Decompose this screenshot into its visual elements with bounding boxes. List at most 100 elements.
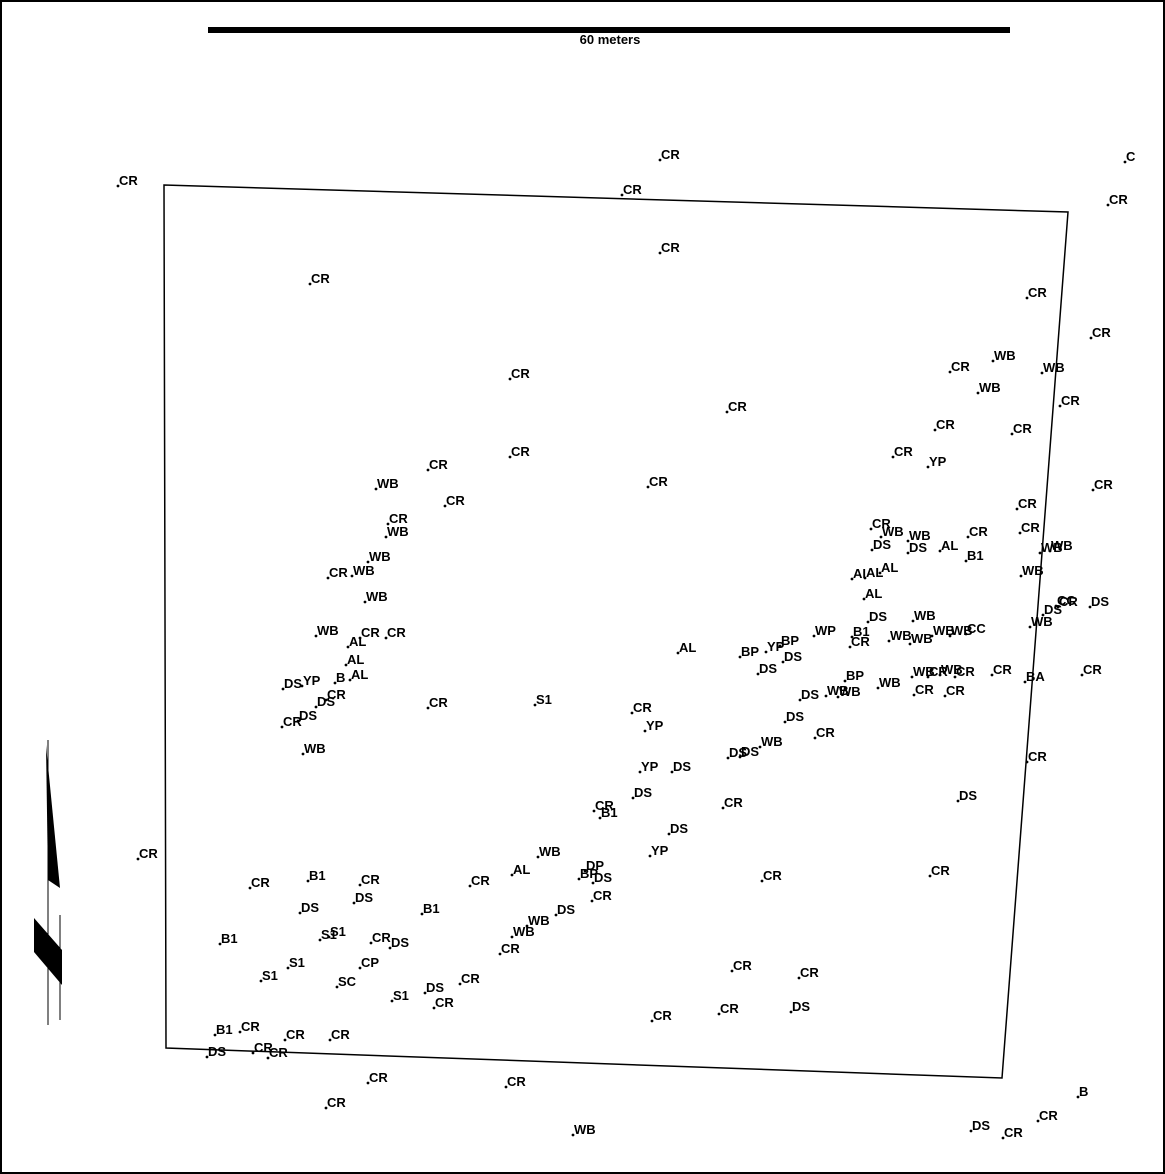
tree-species-label: S1 [262,968,278,983]
tree-stem-point [508,455,512,459]
tree-stem-point [969,1129,973,1133]
tree-species-label: WB [1043,360,1065,375]
tree-marker: WB [1048,538,1073,553]
tree-marker: DS [726,745,747,760]
tree-stem-point [813,736,817,740]
tree-species-label: CR [461,971,480,986]
tree-marker: CR [369,930,391,945]
tree-species-label: CR [1109,192,1128,207]
tree-marker: DS [781,649,802,664]
tree-stem-point [721,806,725,810]
tree-marker: DS [554,902,575,917]
tree-marker: CR [943,683,965,698]
tree-marker: WB [930,623,955,638]
tree-marker: CR [468,873,490,888]
tree-marker: DS [789,999,810,1014]
tree-marker: YP [648,843,669,858]
tree-species-label: CR [286,1027,305,1042]
tree-species-label: AL [679,640,696,655]
tree-stem-point [592,809,596,813]
tree-species-label: CR [283,714,302,729]
tree-species-label: DS [909,540,927,555]
tree-marker: C [1123,149,1136,164]
tree-stem-point [314,705,318,709]
tree-species-label: CR [1013,421,1032,436]
tree-marker: B [1076,1084,1088,1099]
tree-stem-point [308,282,312,286]
tree-stem-point [1001,1136,1005,1140]
tree-stem-point [717,1012,721,1016]
tree-stem-point [648,854,652,858]
tree-stem-point [879,535,883,539]
tree-stem-point [301,752,305,756]
tree-stem-point [344,663,348,667]
tree-marker: CR [933,417,955,432]
tree-species-label: CR [511,444,530,459]
tree-marker: WB [363,589,388,604]
tree-marker: BP [738,644,759,659]
tree-species-label: DS [729,745,747,760]
tree-marker: CR [508,444,530,459]
tree-species-label: DS [557,902,575,917]
tree-species-label: CR [661,147,680,162]
tree-species-label: CR [361,872,380,887]
tree-species-label: YP [767,639,785,654]
tree-marker: S1 [390,988,409,1003]
tree-species-label: WB [1041,540,1063,555]
tree-species-label: WB [528,913,550,928]
tree-species-label: DS [299,708,317,723]
tree-stem-point [324,1106,328,1110]
tree-marker: DS [314,694,335,709]
tree-stem-point [525,924,529,928]
tree-species-label: CR [929,664,948,679]
tree-species-label: WB [909,528,931,543]
tree-marker: CR [358,872,380,887]
tree-marker: WB [350,563,375,578]
tree-marker: B1 [218,931,238,946]
tree-marker: YP [764,639,785,654]
tree-species-label: B [336,670,345,685]
tree-marker: CR [384,625,406,640]
tree-stem-point [504,1085,508,1089]
tree-marker: CR [358,625,380,640]
tree-species-label: CR [872,516,891,531]
tree-stem-point [1091,488,1095,492]
tree-species-label: CR [728,399,747,414]
tree-stem-point [251,1051,255,1055]
tree-stem-point [281,687,285,691]
tree-marker: WB [908,631,933,646]
tree-species-label: CR [1094,477,1113,492]
tree-marker: CR [1106,192,1128,207]
tree-marker: DS [906,540,927,555]
tree-marker: CR [797,965,819,980]
tree-species-label: S1 [536,692,552,707]
tree-stem-point [1041,613,1045,617]
tree-stem-point [650,1019,654,1023]
tree-stem-point [583,869,587,873]
tree-stem-point [870,548,874,552]
tree-marker: WB [571,1122,596,1137]
tree-species-label: WB [979,380,1001,395]
tree-stem-point [738,755,742,759]
tree-stem-point [1048,549,1052,553]
tree-species-label: CR [369,1070,388,1085]
tree-stem-point [620,193,624,197]
tree-stem-point [778,644,782,648]
tree-stem-point [781,660,785,664]
tree-species-label: WB [911,631,933,646]
tree-stem-point [863,576,867,580]
tree-species-label: CR [653,1008,672,1023]
tree-species-label: DS [634,785,652,800]
tree-stem-point [1010,432,1014,436]
tree-stem-point [498,952,502,956]
tree-marker: DS [298,900,319,915]
tree-stem-point [266,1056,270,1060]
tree-stem-point [318,938,322,942]
tree-species-label: CR [471,873,490,888]
tree-stem-point [948,370,952,374]
tree-stem-point [964,559,968,563]
tree-stem-point [213,1033,217,1037]
tree-marker: CR [928,863,950,878]
tree-stem-point [384,535,388,539]
tree-species-label: WB [513,924,535,939]
